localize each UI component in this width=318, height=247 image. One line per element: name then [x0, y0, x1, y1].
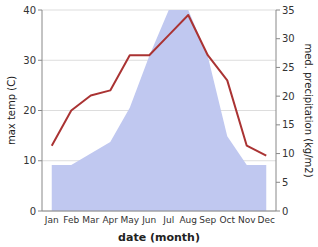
y2-tick	[276, 67, 280, 68]
y2-tick	[276, 182, 280, 183]
y-tick	[38, 60, 42, 61]
y2-tick	[276, 124, 280, 125]
y2-tick-label: 25	[282, 62, 295, 73]
grid-line	[42, 10, 276, 11]
y-axis-label: max temp (C)	[6, 76, 17, 145]
area	[52, 10, 267, 211]
y2-tick-label: 10	[282, 148, 295, 159]
y-tick	[38, 10, 42, 11]
x-tick-label: Sep	[199, 215, 216, 225]
x-tick-label: Oct	[219, 215, 235, 225]
y2-tick	[276, 96, 280, 97]
x-tick-label: Feb	[63, 215, 79, 225]
y-tick	[38, 110, 42, 111]
y-tick-label: 20	[23, 105, 36, 116]
x-tick-label: Mar	[82, 215, 99, 225]
x-tick-label: Jan	[44, 215, 59, 225]
y-tick-label: 0	[30, 206, 36, 217]
x-tick-label: Jul	[162, 215, 174, 225]
x-tick-label: Dec	[258, 215, 275, 225]
plot-area	[52, 10, 267, 211]
y2-tick-label: 20	[282, 91, 295, 102]
y2-tick	[276, 10, 280, 11]
y-tick	[38, 160, 42, 161]
x-axis-label: date (month)	[118, 231, 200, 244]
y2-tick-label: 0	[282, 206, 288, 217]
x-tick-label: Apr	[102, 215, 118, 225]
y2-tick-label: 35	[282, 5, 295, 16]
y2-tick	[276, 38, 280, 39]
y2-tick-label: 30	[282, 33, 295, 44]
x-tick-label: Nov	[238, 215, 256, 225]
y2-axis-line	[276, 10, 277, 211]
y2-tick-label: 15	[282, 119, 295, 130]
y-tick-label: 10	[23, 155, 36, 166]
y2-tick	[276, 153, 280, 154]
line	[52, 15, 267, 156]
grid	[42, 10, 276, 211]
x-tick-label: Jun	[141, 215, 156, 225]
y2-tick-label: 5	[282, 177, 288, 188]
x-axis-line	[42, 211, 276, 212]
y-tick-label: 40	[23, 5, 36, 16]
y-tick-label: 30	[23, 55, 36, 66]
x-tick-label: May	[120, 215, 139, 225]
x-tick-label: Aug	[179, 215, 197, 225]
axes: 01020304005101520253035JanFebMarAprMayJu…	[23, 5, 294, 226]
y-tick	[38, 211, 42, 212]
chart: 01020304005101520253035JanFebMarAprMayJu…	[0, 0, 318, 247]
y2-axis-label: med. precipitation (kg/m2)	[303, 43, 314, 177]
grid-line	[42, 211, 276, 212]
y2-tick	[276, 211, 280, 212]
